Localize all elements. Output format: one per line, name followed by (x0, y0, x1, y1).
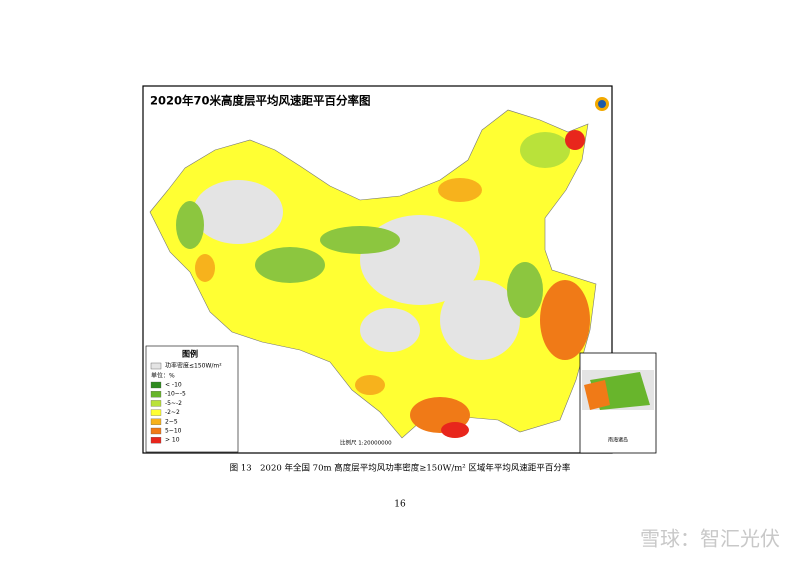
logo-icon-inner (598, 100, 606, 108)
china-map (149, 109, 597, 439)
legend-swatch (150, 391, 162, 398)
inset-area (584, 380, 610, 410)
legend-title: 图例 (182, 349, 198, 359)
legend-swatch (150, 418, 162, 425)
orange-area (355, 375, 385, 395)
legend-label: -5~-2 (165, 400, 182, 407)
no-data-area (360, 308, 420, 352)
legend-box (145, 345, 239, 453)
figure-caption: 图 13 2020 年全国 70m 高度层平均风功率密度≥150W/m² 区域年… (230, 463, 571, 474)
green-area (320, 226, 400, 254)
legend-label: 5~10 (165, 428, 182, 435)
no-data-label: 功率密度≤150W/m² (165, 362, 222, 370)
legend-swatch (150, 409, 162, 416)
green-area (520, 132, 570, 168)
legend-label: < -10 (165, 382, 182, 389)
legend-label: -10~-5 (165, 391, 186, 398)
page-number: 16 (394, 500, 406, 510)
red-area (565, 130, 585, 150)
legend-label: 2~5 (165, 418, 178, 425)
orange-area (540, 280, 590, 360)
green-area (255, 247, 325, 283)
inset-label: 南海诸岛 (608, 437, 628, 444)
green-area (507, 262, 543, 318)
no-data-area (440, 280, 520, 360)
legend-label: -2~2 (165, 409, 180, 416)
legend-unit: 单位：% (151, 372, 175, 380)
map-title: 2020年70米高度层平均风速距平百分率图 (150, 94, 371, 108)
legend-swatch (150, 437, 162, 444)
legend-swatch (150, 427, 162, 435)
red-area (441, 422, 469, 438)
scale-label: 比例尺 1:20000000 (340, 439, 392, 447)
legend-label: > 10 (165, 437, 180, 444)
legend-swatch (150, 381, 162, 389)
watermark: 雪球：智汇光伏 (640, 527, 780, 551)
no-data-swatch (150, 362, 162, 370)
legend-swatch (150, 400, 162, 407)
orange-area (195, 254, 215, 282)
inset-map: 南海诸岛 (579, 352, 657, 454)
logo (595, 97, 609, 111)
legend: 图例 功率密度≤150W/m² 单位：% < -10 -10~-5 -5~-2 -2~… (145, 345, 239, 453)
green-area (176, 201, 204, 249)
no-data-area (193, 180, 283, 244)
orange-area (438, 178, 482, 202)
